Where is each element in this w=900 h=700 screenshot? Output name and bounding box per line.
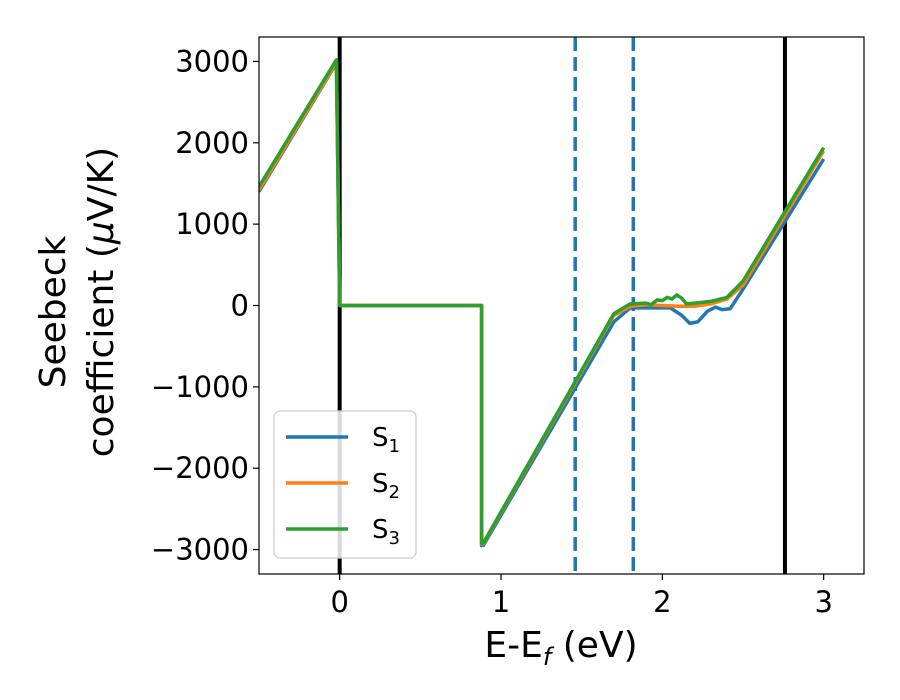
y-tick-label: 2000: [175, 126, 249, 160]
y-axis: −3000 −2000 −1000 0 1000 2000 3000: [151, 44, 259, 567]
y-tick-label: 0: [231, 289, 249, 323]
legend-label-s2: S2: [372, 469, 400, 503]
y-tick-label: 3000: [175, 44, 249, 78]
x-axis: 0 1 2 3: [330, 574, 833, 619]
legend-label-s1: S1: [372, 423, 400, 457]
y-tick-label: −3000: [151, 533, 249, 567]
x-axis-title: E-Ef (eV): [484, 625, 637, 671]
x-tick-label: 0: [330, 585, 348, 619]
y-axis-title-line1: Seebeck: [33, 235, 74, 388]
y-tick-label: −1000: [151, 370, 249, 404]
series-lines: [259, 58, 826, 548]
y-tick-label: −2000: [151, 451, 249, 485]
x-tick-label: 1: [492, 585, 510, 619]
y-axis-title-line2: coefficient (μV/K): [81, 147, 122, 457]
series-line-s3: [259, 58, 826, 545]
legend-label-s3: S3: [372, 515, 400, 549]
x-tick-label: 2: [653, 585, 671, 619]
legend: S1 S2 S3: [273, 410, 417, 559]
x-tick-label: 3: [814, 585, 832, 619]
y-tick-label: 1000: [175, 207, 249, 241]
